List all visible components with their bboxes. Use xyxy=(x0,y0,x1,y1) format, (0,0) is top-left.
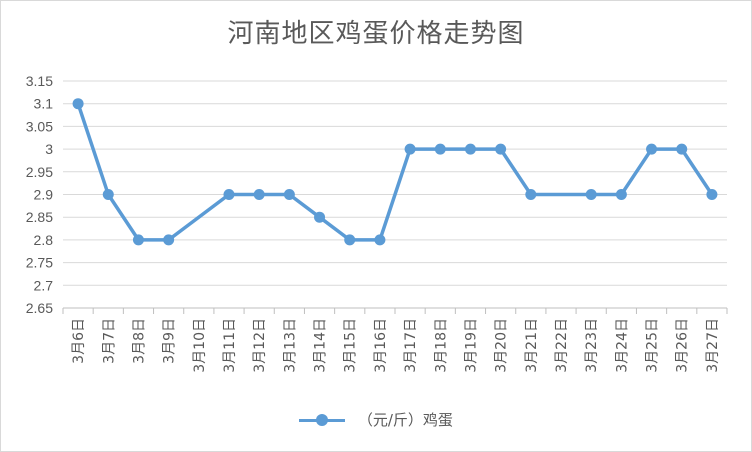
x-tick-label: 3月9日 xyxy=(162,318,178,364)
y-tick-label: 3.1 xyxy=(34,96,54,112)
y-tick-label: 2.9 xyxy=(34,187,54,203)
y-tick-label: 2.75 xyxy=(26,255,53,271)
y-tick-label: 3 xyxy=(45,141,53,157)
x-tick-label: 3月11日 xyxy=(222,318,238,373)
x-tick-label: 3月21日 xyxy=(524,318,540,373)
data-point xyxy=(525,189,537,200)
x-tick-label: 3月17日 xyxy=(403,318,419,373)
data-point xyxy=(706,189,718,200)
legend-label: （元/斤）鸡蛋 xyxy=(357,411,453,429)
data-point xyxy=(374,234,386,246)
x-tick-label: 3月8日 xyxy=(131,318,147,364)
series-group xyxy=(72,98,718,246)
data-point xyxy=(132,234,144,246)
x-tick-label: 3月6日 xyxy=(71,318,87,364)
x-tick-label: 3月24日 xyxy=(614,318,630,373)
y-tick-label: 2.65 xyxy=(26,300,53,316)
x-tick-label: 3月12日 xyxy=(252,318,268,373)
y-tick-label: 3.15 xyxy=(26,73,53,89)
y-axis-ticks: 3.15 3.1 3.05 3 2.95 2.9 2.85 2.8 2.75 2.7 2.65 xyxy=(26,73,53,316)
x-axis-ticks: 3月6日 3月7日 3月8日 3月9日 3月10日 3月11日 3月12日 3月13日 3月14… xyxy=(62,308,728,373)
y-tick-label: 2.7 xyxy=(34,277,54,293)
y-tick-label: 2.95 xyxy=(26,164,53,180)
chart-title: 河南地区鸡蛋价格走势图 xyxy=(227,19,525,49)
legend-swatch xyxy=(299,413,346,427)
data-point xyxy=(646,143,658,155)
x-tick-label: 3月16日 xyxy=(373,318,389,373)
x-tick-label: 3月22日 xyxy=(554,318,570,373)
data-point xyxy=(223,189,235,200)
data-point xyxy=(344,234,356,246)
data-point xyxy=(314,211,326,223)
data-point xyxy=(283,189,295,200)
data-point xyxy=(585,189,597,200)
x-tick-label: 3月15日 xyxy=(343,318,359,373)
x-tick-label: 3月7日 xyxy=(101,318,117,364)
y-tick-label: 2.85 xyxy=(26,209,53,225)
y-tick-label: 2.8 xyxy=(34,232,54,248)
data-point xyxy=(676,143,688,155)
x-tick-label: 3月27日 xyxy=(705,318,721,373)
legend: （元/斤）鸡蛋 xyxy=(1,409,751,430)
x-tick-label: 3月19日 xyxy=(463,318,479,373)
data-point xyxy=(163,234,175,246)
data-point xyxy=(102,189,114,200)
x-tick-label: 3月18日 xyxy=(433,318,449,373)
data-point xyxy=(253,189,265,200)
data-point xyxy=(464,143,476,155)
x-tick-label: 3月13日 xyxy=(282,318,298,373)
x-tick-label: 3月23日 xyxy=(584,318,600,373)
x-tick-label: 3月26日 xyxy=(675,318,691,373)
data-point xyxy=(434,143,446,155)
x-tick-label: 3月25日 xyxy=(645,318,661,373)
x-tick-label: 3月20日 xyxy=(494,318,510,373)
data-point xyxy=(495,143,507,155)
x-tick-label: 3月10日 xyxy=(192,318,208,373)
data-point xyxy=(72,98,84,110)
data-point xyxy=(404,143,416,155)
y-tick-label: 3.05 xyxy=(26,118,53,134)
data-point xyxy=(615,189,627,200)
x-tick-label: 3月14日 xyxy=(313,318,329,373)
